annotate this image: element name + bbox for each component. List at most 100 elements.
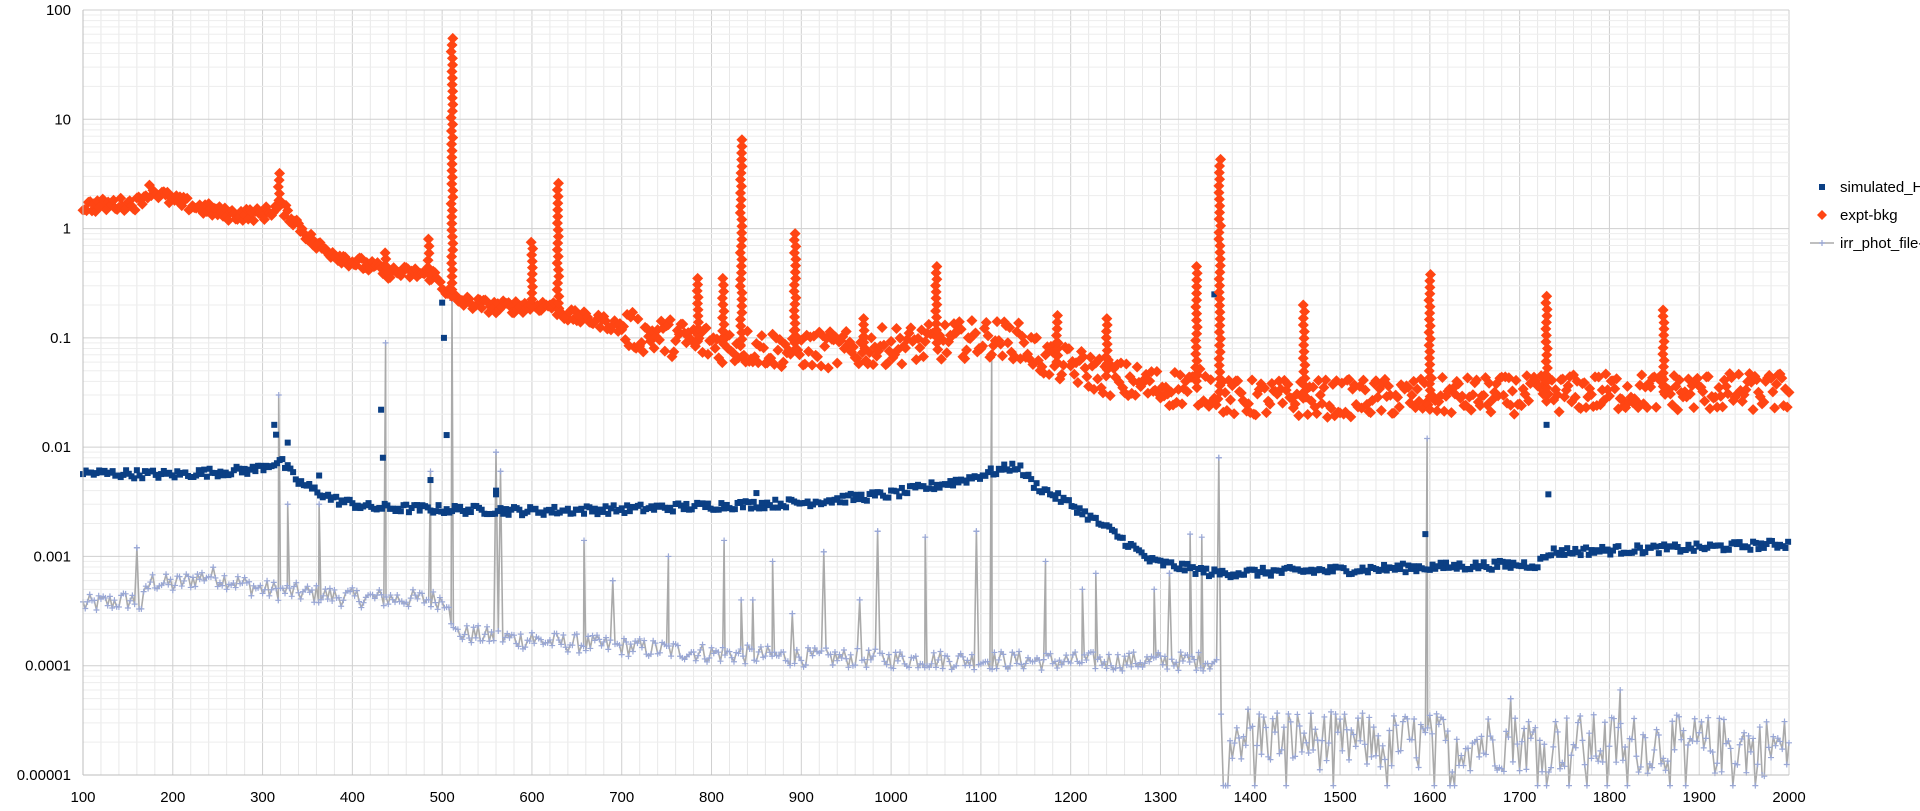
series-expt-bkg-point — [1540, 388, 1552, 400]
x-tick-label: 1900 — [1683, 789, 1716, 806]
series-expt-bkg-point — [1213, 326, 1225, 338]
series-expt-bkg-point — [1131, 361, 1143, 373]
series-irr-phot-point — [701, 655, 708, 662]
series-irr-phot-point — [1482, 751, 1489, 758]
series-expt-bkg-point — [446, 151, 458, 163]
series-expt-bkg-point — [735, 194, 747, 206]
series-irr-phot-point — [1325, 740, 1332, 747]
series-simulated-hpge-point — [211, 470, 218, 477]
series-irr-phot-point — [690, 649, 697, 656]
series-irr-phot-point — [1206, 665, 1213, 672]
series-simulated-hpge-point — [325, 491, 332, 498]
series-simulated-hpge-point — [198, 470, 205, 477]
series-expt-bkg-point — [1781, 401, 1793, 413]
legend-square-marker — [1819, 184, 1825, 190]
series-irr-phot-point — [1754, 761, 1761, 768]
series-expt-bkg-point — [552, 204, 564, 216]
series-irr-phot-point — [1770, 733, 1777, 740]
series-simulated-hpge-point — [1545, 491, 1552, 498]
series-irr-phot-point — [874, 528, 881, 535]
series-expt-bkg-point — [735, 320, 747, 332]
series-simulated-hpge-point — [214, 473, 221, 480]
series-irr-phot-point — [1552, 718, 1559, 725]
series-simulated-hpge-point — [1364, 569, 1371, 576]
series-irr-phot-point — [261, 586, 268, 593]
series-irr-phot-point — [1709, 749, 1716, 756]
series-expt-bkg-point — [525, 236, 537, 248]
series-expt-bkg-point — [736, 154, 748, 166]
series-expt-bkg-point — [552, 237, 564, 249]
series-irr-phot-point — [326, 585, 333, 592]
series-irr-phot-point — [1161, 653, 1168, 660]
series-irr-phot-point — [1058, 661, 1065, 668]
series-expt-bkg-point — [1299, 372, 1311, 384]
series-expt-bkg-point — [966, 315, 978, 327]
series-irr-phot-point — [697, 646, 704, 653]
series-expt-bkg-point — [1068, 368, 1080, 380]
series-simulated-hpge-point — [1758, 540, 1765, 547]
plot-area — [77, 32, 1795, 789]
series-expt-bkg-point — [1214, 246, 1226, 258]
series-expt-bkg-point — [273, 194, 285, 206]
series-simulated-hpge-point — [847, 490, 854, 497]
series-simulated-hpge-point — [1499, 558, 1506, 565]
series-expt-bkg-point — [1697, 386, 1709, 398]
series-irr-phot-point — [1051, 658, 1058, 665]
series-simulated-hpge-point — [1661, 541, 1668, 548]
series-irr-phot-point — [1786, 739, 1792, 746]
series-irr-phot-point — [1121, 653, 1128, 660]
series-expt-bkg-point — [422, 261, 434, 273]
series-expt-bkg-point — [1214, 319, 1226, 331]
x-tick-label: 700 — [609, 789, 634, 806]
series-simulated-hpge-point — [1055, 490, 1062, 497]
series-simulated-hpge-point — [1071, 503, 1078, 510]
series-expt-bkg-point — [526, 293, 538, 305]
series-expt-bkg-point — [930, 286, 942, 298]
series-irr-phot-point — [329, 597, 336, 604]
series-expt-bkg-point — [1313, 374, 1325, 386]
series-irr-phot-point — [409, 586, 416, 593]
series-irr-phot-point — [1640, 731, 1647, 738]
series-simulated-hpge-point — [287, 465, 294, 472]
series-simulated-hpge-point — [963, 479, 970, 486]
series-irr-phot-point — [1718, 768, 1725, 775]
series-expt-bkg-point — [627, 306, 639, 318]
series-irr-phot-point — [122, 590, 129, 597]
series-irr-phot-point — [308, 587, 315, 594]
series-irr-phot-point — [1399, 718, 1406, 725]
series-irr-phot-point — [288, 593, 295, 600]
series-irr-phot-point — [176, 573, 183, 580]
series-irr-phot-point — [1319, 737, 1326, 744]
series-simulated-hpge-point — [279, 456, 286, 463]
series-expt-bkg-point — [885, 335, 897, 347]
series-irr-phot-point — [1042, 558, 1049, 565]
series-simulated-hpge-point — [335, 501, 342, 508]
series-irr-phot-point — [1637, 763, 1644, 770]
series-expt-bkg-point — [1758, 396, 1770, 408]
series-simulated-hpge-point — [947, 478, 954, 485]
series-irr-phot-point — [1635, 769, 1642, 776]
series-expt-bkg-point — [1508, 408, 1520, 420]
series-irr-phot-point — [1164, 666, 1171, 673]
series-expt-bkg-point — [1056, 369, 1068, 381]
series-simulated-hpge-point — [1717, 542, 1724, 549]
series-simulated-hpge-point — [594, 511, 601, 518]
series-expt-bkg-point — [1077, 351, 1089, 363]
series-expt-bkg-point — [1424, 346, 1436, 358]
legend-item: irr_phot_file-25.tablis — [1810, 235, 1920, 252]
series-irr-phot-point — [1357, 737, 1364, 744]
series-simulated-hpge-point — [228, 471, 235, 478]
series-irr-phot-point — [430, 588, 437, 595]
series-expt-bkg-point — [1453, 378, 1465, 390]
series-irr-phot-point — [1269, 715, 1276, 722]
series-expt-bkg-point — [282, 204, 294, 216]
series-expt-bkg-point — [1214, 293, 1226, 305]
series-irr-phot-point — [187, 584, 194, 591]
series-expt-bkg-point — [935, 353, 947, 365]
series-irr-phot-point — [1188, 653, 1195, 660]
series-expt-bkg-point — [1214, 346, 1226, 358]
series-irr-phot-point — [1231, 740, 1238, 747]
series-irr-phot-point — [1662, 767, 1669, 774]
series-irr-phot-point — [198, 569, 205, 576]
series-expt-bkg-point — [447, 99, 459, 111]
